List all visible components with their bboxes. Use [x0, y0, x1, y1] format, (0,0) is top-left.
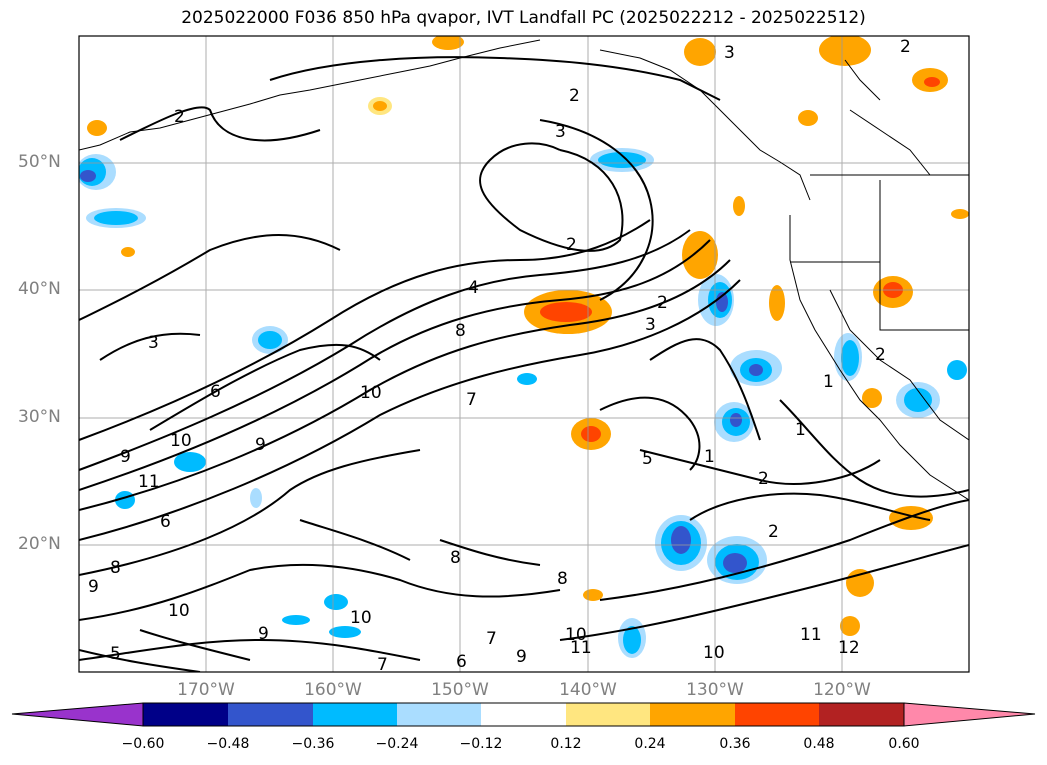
colorbar-segment: [735, 703, 819, 726]
colorbar-tick: −0.60: [121, 736, 165, 752]
contour-label: 3: [645, 315, 656, 335]
negative-anomaly-patches: [79, 148, 967, 658]
colorbar-tick: 0.12: [550, 736, 582, 752]
contour-label: 10: [360, 383, 382, 403]
colorbar-tick: 0.48: [803, 736, 835, 752]
contour-label: 2: [768, 522, 779, 542]
colorbar-segment: [313, 703, 397, 726]
colorbar-tick: −0.12: [459, 736, 503, 752]
graticule: [79, 36, 969, 672]
lat-label-40n: 40°N: [18, 279, 61, 299]
lon-label-170w: 170°W: [177, 680, 235, 700]
contour-label: 3: [148, 333, 159, 353]
colorbar-max-extend: [903, 702, 1036, 727]
contour-label: 4: [468, 278, 479, 298]
colorbar-tick: −0.24: [375, 736, 419, 752]
colorbar-segment: [819, 703, 904, 726]
contour-label: 9: [120, 447, 131, 467]
lon-label-140w: 140°W: [559, 680, 617, 700]
colorbar-tick: −0.36: [291, 736, 335, 752]
contour-label: 2: [657, 293, 668, 313]
colorbar: [11, 702, 1036, 727]
contour-label: 2: [174, 107, 185, 127]
contour-label: 7: [377, 655, 388, 675]
contour-label: 1: [704, 447, 715, 467]
map-title: 2025022000 F036 850 hPa qvapor, IVT Land…: [181, 8, 866, 28]
contour-label: 6: [160, 512, 171, 532]
contour-label: 10: [350, 608, 372, 628]
colorbar-tick: 0.24: [634, 736, 666, 752]
contour-label: 7: [466, 390, 477, 410]
colorbar-segment: [481, 703, 566, 726]
contour-label: 6: [456, 652, 467, 672]
lat-label-30n: 30°N: [18, 407, 61, 427]
lat-label-50n: 50°N: [18, 152, 61, 172]
contour-label: 10: [565, 625, 587, 645]
colorbar-segment: [143, 703, 228, 726]
contour-label: 12: [838, 638, 860, 658]
map-border: [78, 35, 970, 673]
colorbar-tick: −0.48: [206, 736, 250, 752]
colorbar-segment: [228, 703, 313, 726]
contour-label: 1: [823, 372, 834, 392]
colorbar-segment: [397, 703, 481, 726]
contour-label: 8: [450, 548, 461, 568]
contour-label: 11: [800, 625, 822, 645]
colorbar-segment: [566, 703, 650, 726]
contour-label: 9: [88, 577, 99, 597]
contour-label: 3: [555, 122, 566, 142]
map-plot-area: 2 3 2 2 3 4 8 6 10 10 9 11 9 7 6 8 10 10…: [79, 36, 969, 675]
contour-label: 2: [900, 37, 911, 57]
contour-label: 8: [557, 569, 568, 589]
contour-label: 5: [110, 644, 121, 664]
contour-label: 5: [642, 449, 653, 469]
coastlines: [79, 39, 969, 501]
colorbar-segment: [650, 703, 735, 726]
colorbar-tick: 0.36: [719, 736, 751, 752]
contour-label: 2: [569, 86, 580, 106]
ivt-contours: [79, 56, 969, 672]
contour-label: 2: [875, 345, 886, 365]
contour-label: 7: [486, 629, 497, 649]
contour-label: 2: [566, 235, 577, 255]
contour-label: 3: [724, 43, 735, 63]
contour-label: 10: [168, 601, 190, 621]
lon-label-150w: 150°W: [431, 680, 489, 700]
lon-label-160w: 160°W: [304, 680, 362, 700]
contour-label: 11: [138, 472, 160, 492]
lon-label-130w: 130°W: [686, 680, 744, 700]
contour-label: 6: [210, 382, 221, 402]
contour-label: 10: [703, 643, 725, 663]
contour-label: 2: [758, 469, 769, 489]
lon-label-120w: 120°W: [813, 680, 871, 700]
contour-label: 8: [455, 321, 466, 341]
contour-label: 10: [170, 431, 192, 451]
contour-label: 9: [258, 624, 269, 644]
contour-label: 9: [255, 435, 266, 455]
lat-label-20n: 20°N: [18, 534, 61, 554]
contour-label-group: 2 3 2 2 3 4 8 6 10 10 9 11 9 7 6 8 10 10…: [88, 37, 911, 675]
colorbar-min-extend: [11, 702, 144, 727]
contour-label: 8: [110, 558, 121, 578]
contour-label: 11: [570, 638, 592, 658]
contour-label: 1: [795, 420, 806, 440]
colorbar-tick: 0.60: [888, 736, 920, 752]
contour-label: 9: [516, 647, 527, 667]
